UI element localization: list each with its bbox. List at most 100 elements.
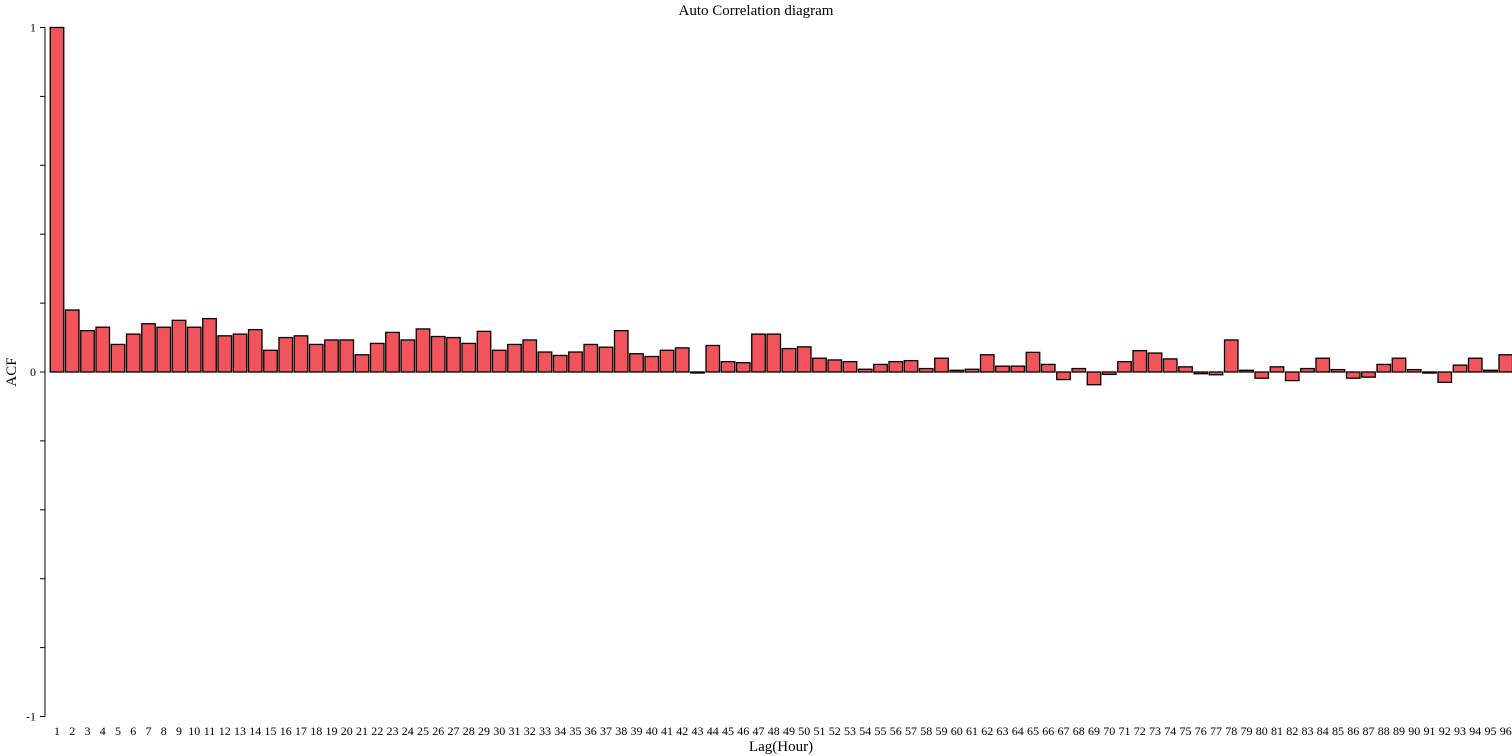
bar-lag-48 <box>766 333 782 373</box>
x-tick-label: 39 <box>631 724 643 738</box>
x-tick-label: 28 <box>463 724 475 738</box>
bar-lag-4 <box>95 326 111 373</box>
bar-lag-77 <box>1208 371 1224 376</box>
bar-lag-76 <box>1193 371 1209 375</box>
x-tick-label: 8 <box>161 724 167 738</box>
x-tick-label: 63 <box>997 724 1009 738</box>
x-tick-label: 70 <box>1103 724 1115 738</box>
bar-lag-7 <box>141 323 156 373</box>
bar-lag-90 <box>1406 368 1422 373</box>
bar-lag-84 <box>1315 357 1331 373</box>
bar-lag-80 <box>1254 371 1270 379</box>
x-tick-label: 52 <box>829 724 841 738</box>
bar-lag-89 <box>1391 357 1407 373</box>
x-tick-label: 26 <box>432 724 444 738</box>
bar-lag-19 <box>324 339 339 373</box>
bar-lag-21 <box>354 354 370 373</box>
x-tick-label: 2 <box>69 724 75 738</box>
x-tick-label: 38 <box>615 724 627 738</box>
x-tick-label: 71 <box>1119 724 1131 738</box>
x-tick-label: 13 <box>234 724 246 738</box>
bar-lag-29 <box>476 330 492 373</box>
x-tick-label: 75 <box>1180 724 1192 738</box>
x-tick-label: 12 <box>219 724 231 738</box>
x-tick-label: 21 <box>356 724 368 738</box>
bar-lag-5 <box>110 343 126 373</box>
bar-lag-14 <box>247 328 263 373</box>
bar-lag-43 <box>690 371 705 374</box>
bar-lag-13 <box>232 333 248 373</box>
y-axis: 1 0 -1 <box>26 21 46 724</box>
x-tick-label: 18 <box>310 724 322 738</box>
bar-lag-72 <box>1132 349 1148 373</box>
bar-lag-56 <box>888 361 904 373</box>
bar-lag-81 <box>1269 366 1285 373</box>
x-tick-label: 76 <box>1195 724 1207 738</box>
bar-lag-64 <box>1010 365 1026 373</box>
x-tick-label: 9 <box>176 724 182 738</box>
bar-lag-61 <box>964 368 980 373</box>
x-tick-label: 84 <box>1317 724 1329 738</box>
x-tick-label: 95 <box>1485 724 1497 738</box>
bar-lag-75 <box>1178 366 1193 373</box>
x-tick-label: 20 <box>341 724 353 738</box>
x-tick-label: 65 <box>1027 724 1039 738</box>
bar-lag-27 <box>446 336 461 373</box>
bar-lag-6 <box>125 333 141 373</box>
bar-lag-51 <box>812 357 827 373</box>
x-tick-label: 10 <box>188 724 200 738</box>
x-tick-label: 33 <box>539 724 551 738</box>
x-tick-label: 34 <box>554 724 566 738</box>
bar-lag-83 <box>1300 367 1315 373</box>
bar-lag-40 <box>644 355 660 373</box>
bar-lag-95 <box>1483 369 1498 373</box>
bar-lag-88 <box>1376 363 1392 373</box>
x-tick-label: 54 <box>859 724 871 738</box>
x-tick-label: 1 <box>54 724 60 738</box>
x-tick-label: 60 <box>951 724 963 738</box>
x-tick-labels: 1 2 3 4 5 6 7 8 9 10 11 12 13 14 15 16 17 18 19 20 21 22 23 24 2… <box>54 724 1512 738</box>
x-tick-label: 64 <box>1012 724 1024 738</box>
x-tick-label: 62 <box>981 724 993 738</box>
bar-lag-8 <box>156 326 172 373</box>
bar-lag-35 <box>568 351 583 373</box>
x-tick-label: 19 <box>326 724 338 738</box>
bar-lag-34 <box>552 354 568 373</box>
x-tick-label: 88 <box>1378 724 1390 738</box>
bar-lag-63 <box>995 365 1010 373</box>
bar-lag-10 <box>186 326 202 373</box>
x-tick-label: 24 <box>402 724 414 738</box>
bar-lag-36 <box>583 343 599 373</box>
bar-lag-24 <box>400 339 416 373</box>
x-tick-label: 83 <box>1302 724 1314 738</box>
x-tick-label: 56 <box>890 724 902 738</box>
x-tick-label: 80 <box>1256 724 1268 738</box>
bars-group <box>49 26 1512 386</box>
bar-lag-28 <box>461 342 477 373</box>
bar-lag-65 <box>1025 351 1041 373</box>
x-tick-label: 87 <box>1363 724 1375 738</box>
x-tick-label: 30 <box>493 724 505 738</box>
bar-lag-59 <box>934 357 949 373</box>
x-tick-label: 55 <box>875 724 887 738</box>
x-tick-label: 44 <box>707 724 719 738</box>
x-tick-label: 15 <box>265 724 277 738</box>
x-tick-label: 23 <box>387 724 399 738</box>
bar-lag-12 <box>217 335 233 373</box>
bar-lag-69 <box>1086 371 1102 386</box>
x-tick-label: 40 <box>646 724 658 738</box>
bar-lag-46 <box>735 362 751 373</box>
x-tick-label: 50 <box>798 724 810 738</box>
x-tick-label: 73 <box>1149 724 1161 738</box>
bar-lag-57 <box>903 359 919 373</box>
x-tick-label: 86 <box>1347 724 1359 738</box>
x-tick-label: 59 <box>936 724 948 738</box>
x-tick-label: 85 <box>1332 724 1344 738</box>
x-tick-label: 57 <box>905 724 917 738</box>
x-tick-label: 5 <box>115 724 121 738</box>
bar-lag-47 <box>751 333 766 373</box>
bar-lag-82 <box>1284 371 1300 382</box>
x-tick-label: 29 <box>478 724 490 738</box>
x-tick-label: 17 <box>295 724 307 738</box>
